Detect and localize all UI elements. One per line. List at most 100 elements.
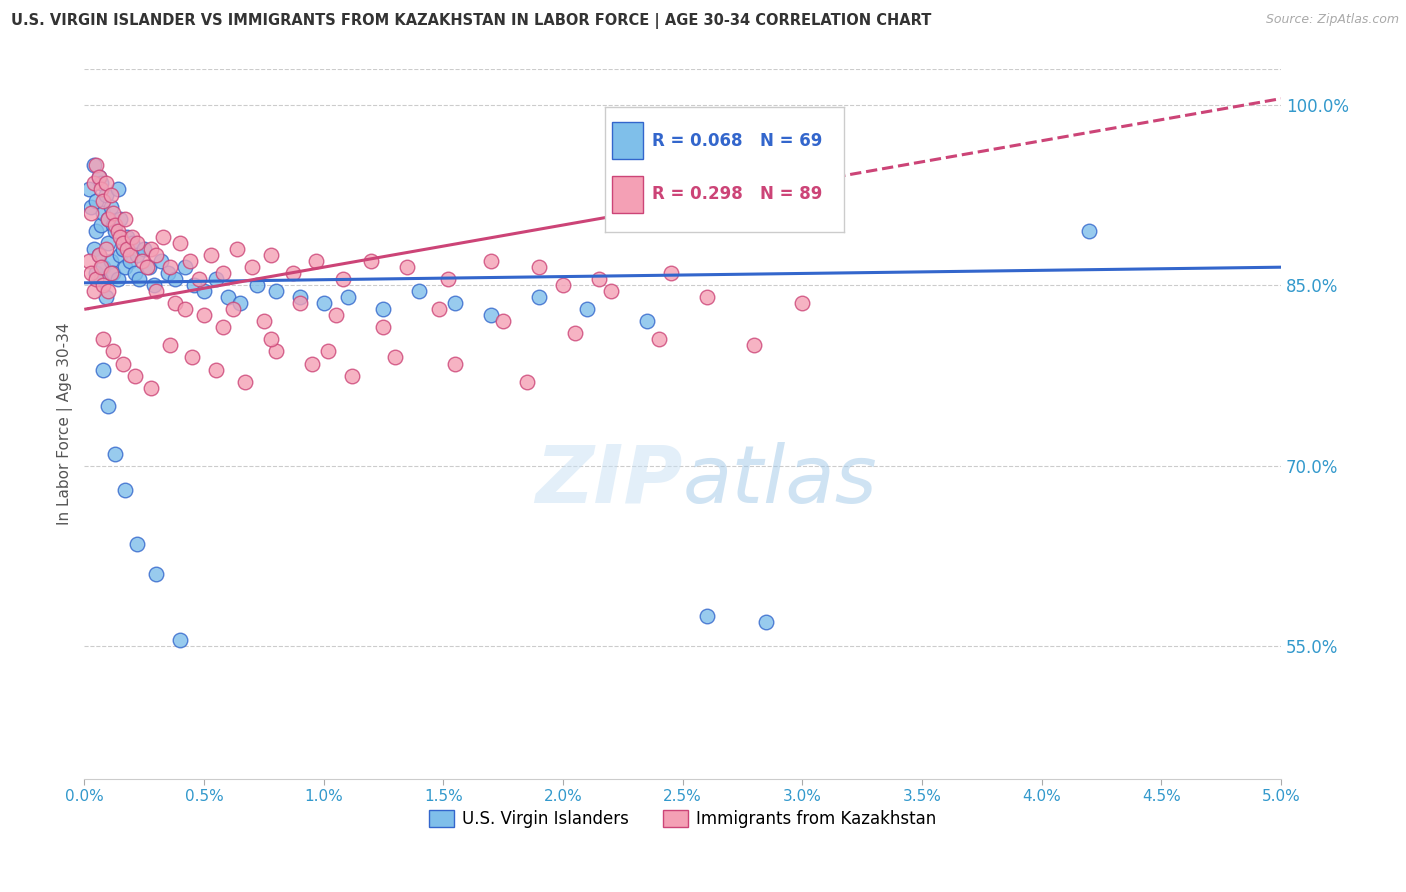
Point: [159, 260, 181, 275]
Point: [325, 309, 347, 323]
Point: [240, 260, 263, 275]
Point: [84, 194, 107, 208]
Text: R = 0.298: R = 0.298: [652, 186, 744, 203]
Point: [281, 266, 304, 280]
Point: [145, 567, 167, 582]
Point: [336, 290, 359, 304]
Point: [100, 254, 122, 268]
Point: [107, 272, 129, 286]
Point: [134, 242, 156, 256]
Point: [84, 224, 107, 238]
Point: [90, 182, 112, 196]
Point: [792, 296, 814, 310]
Point: [301, 357, 323, 371]
Point: [305, 254, 328, 268]
Point: [479, 309, 502, 323]
Point: [157, 266, 180, 280]
Point: [87, 248, 110, 262]
Point: [551, 278, 574, 293]
Point: [101, 206, 124, 220]
Point: [264, 344, 287, 359]
Point: [111, 236, 134, 251]
Point: [253, 314, 276, 328]
Point: [744, 338, 766, 352]
Point: [87, 169, 110, 184]
Point: [97, 212, 120, 227]
Point: [138, 260, 160, 275]
Point: [83, 242, 105, 256]
Point: [696, 609, 718, 624]
Point: [93, 194, 115, 208]
Point: [575, 302, 598, 317]
Point: [118, 254, 141, 268]
Point: [107, 224, 129, 238]
Point: [84, 266, 107, 280]
Point: [84, 158, 107, 172]
Point: [264, 285, 287, 299]
Point: [145, 248, 167, 262]
Point: [696, 290, 718, 304]
Point: [107, 182, 129, 196]
Point: [647, 333, 669, 347]
Point: [221, 302, 243, 317]
Point: [659, 266, 682, 280]
Point: [94, 290, 117, 304]
Point: [360, 254, 382, 268]
Point: [599, 285, 621, 299]
Point: [83, 285, 105, 299]
Point: [97, 212, 120, 227]
Point: [260, 333, 283, 347]
Point: [100, 266, 122, 280]
Point: [94, 176, 117, 190]
Point: [111, 357, 134, 371]
Point: [755, 615, 778, 630]
Point: [100, 188, 122, 202]
Point: [135, 260, 157, 275]
Point: [384, 351, 406, 365]
Text: N = 89: N = 89: [759, 186, 823, 203]
Point: [141, 381, 163, 395]
Point: [193, 285, 215, 299]
Point: [169, 236, 191, 251]
Point: [121, 230, 143, 244]
Point: [80, 200, 103, 214]
Point: [94, 242, 117, 256]
Point: [97, 399, 120, 413]
Point: [212, 266, 235, 280]
Point: [165, 296, 187, 310]
Point: [90, 272, 112, 286]
Point: [117, 230, 139, 244]
Point: [288, 290, 311, 304]
Point: [83, 158, 105, 172]
Point: [125, 537, 148, 551]
Point: [90, 218, 112, 232]
Point: [114, 260, 136, 275]
Point: [169, 633, 191, 648]
Point: [229, 296, 252, 310]
Point: [373, 302, 395, 317]
Point: [318, 344, 340, 359]
Text: atlas: atlas: [683, 442, 877, 519]
Point: [527, 260, 550, 275]
Point: [87, 169, 110, 184]
Point: [111, 242, 134, 256]
Point: [188, 272, 211, 286]
Point: [226, 242, 249, 256]
Point: [173, 302, 195, 317]
Point: [93, 260, 115, 275]
Point: [492, 314, 515, 328]
Point: [260, 248, 283, 262]
Point: [80, 266, 103, 280]
Point: [104, 447, 127, 461]
Point: [104, 218, 127, 232]
Point: [125, 248, 148, 262]
Text: Source: ZipAtlas.com: Source: ZipAtlas.com: [1265, 13, 1399, 27]
Point: [124, 368, 146, 383]
Point: [217, 290, 239, 304]
Text: R = 0.068: R = 0.068: [652, 132, 742, 150]
Point: [373, 320, 395, 334]
Point: [142, 278, 165, 293]
Point: [173, 260, 195, 275]
Point: [121, 236, 143, 251]
Point: [396, 260, 419, 275]
